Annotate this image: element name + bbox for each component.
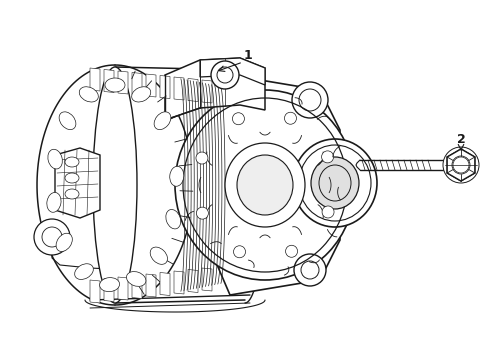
Ellipse shape [291, 82, 327, 118]
Ellipse shape [126, 271, 145, 287]
Ellipse shape [59, 112, 76, 130]
Ellipse shape [169, 166, 183, 186]
Ellipse shape [34, 219, 70, 255]
Polygon shape [202, 268, 212, 291]
Ellipse shape [175, 90, 354, 280]
Polygon shape [90, 68, 100, 91]
Ellipse shape [75, 264, 93, 279]
Ellipse shape [310, 157, 358, 209]
Polygon shape [174, 77, 183, 100]
Polygon shape [132, 72, 142, 95]
Ellipse shape [196, 207, 208, 219]
Text: 2: 2 [456, 132, 465, 145]
Polygon shape [446, 149, 474, 181]
Ellipse shape [154, 112, 170, 130]
Ellipse shape [321, 151, 333, 163]
Ellipse shape [131, 87, 150, 102]
Ellipse shape [284, 112, 296, 124]
Polygon shape [174, 271, 183, 294]
Ellipse shape [285, 245, 297, 257]
Polygon shape [118, 71, 128, 94]
Ellipse shape [224, 143, 305, 227]
Ellipse shape [210, 61, 239, 89]
Ellipse shape [237, 155, 292, 215]
Ellipse shape [293, 254, 325, 286]
Polygon shape [187, 270, 198, 292]
Polygon shape [160, 273, 170, 296]
Ellipse shape [56, 233, 72, 252]
Polygon shape [200, 58, 264, 85]
Ellipse shape [292, 139, 376, 227]
Polygon shape [446, 149, 474, 181]
Ellipse shape [65, 189, 79, 199]
Polygon shape [55, 148, 100, 218]
Polygon shape [187, 78, 198, 102]
Polygon shape [90, 280, 100, 303]
Ellipse shape [442, 147, 478, 183]
Ellipse shape [322, 206, 333, 218]
Ellipse shape [100, 278, 120, 292]
Polygon shape [104, 279, 114, 302]
Ellipse shape [105, 78, 125, 92]
Ellipse shape [93, 67, 137, 303]
Ellipse shape [47, 193, 61, 212]
Polygon shape [146, 274, 156, 297]
Ellipse shape [232, 113, 244, 125]
Ellipse shape [65, 157, 79, 167]
Polygon shape [146, 74, 156, 97]
Polygon shape [132, 275, 142, 298]
Ellipse shape [233, 246, 245, 258]
Ellipse shape [150, 247, 167, 264]
Ellipse shape [79, 87, 98, 102]
Ellipse shape [48, 149, 62, 169]
Ellipse shape [165, 210, 180, 229]
Polygon shape [215, 75, 339, 295]
Polygon shape [160, 76, 170, 99]
Polygon shape [164, 58, 264, 120]
Polygon shape [118, 277, 128, 300]
Ellipse shape [65, 173, 79, 183]
Ellipse shape [196, 152, 207, 164]
Polygon shape [359, 160, 444, 170]
Polygon shape [202, 80, 212, 103]
Text: 1: 1 [243, 49, 252, 62]
Polygon shape [104, 69, 114, 93]
